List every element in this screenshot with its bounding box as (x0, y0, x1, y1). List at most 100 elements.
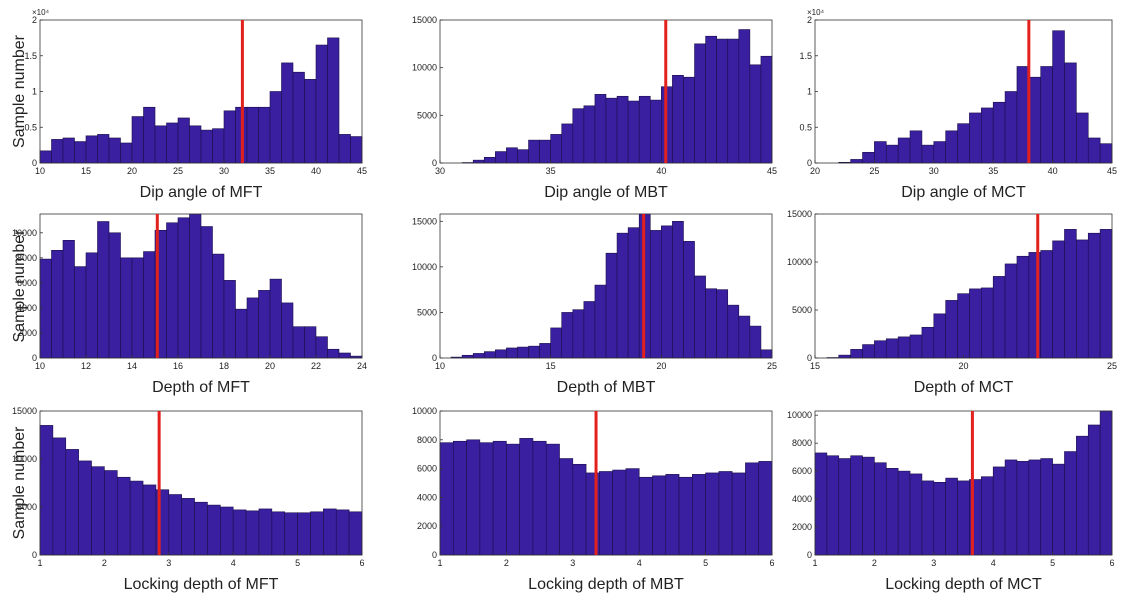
bar (53, 438, 66, 555)
bar (132, 117, 144, 163)
x-tick-label: 6 (769, 558, 774, 568)
y-tick-label: 1 (807, 87, 812, 97)
x-tick-label: 25 (1107, 361, 1117, 371)
bar (886, 468, 898, 555)
bar (1064, 63, 1076, 163)
x-tick-label: 4 (991, 558, 996, 568)
y-tick-label: 0 (807, 353, 812, 363)
bar (650, 230, 661, 358)
bar (495, 350, 506, 358)
bar (540, 343, 551, 358)
bar (293, 327, 305, 358)
bar (79, 461, 92, 555)
bar (628, 101, 639, 163)
bar (336, 510, 349, 555)
bar (349, 512, 362, 555)
y-tick-label: 8000 (417, 435, 437, 445)
x-tick-label: 30 (219, 166, 229, 176)
bar (529, 346, 540, 358)
bar (617, 233, 628, 358)
bar (52, 250, 64, 358)
bar (195, 502, 208, 555)
bar (328, 38, 340, 163)
bar (573, 310, 584, 358)
bar (282, 303, 294, 358)
bar (305, 327, 317, 358)
x-tick-label: 2 (872, 558, 877, 568)
bar (484, 157, 495, 163)
bar (910, 474, 922, 555)
bar (121, 143, 133, 163)
bar (745, 463, 758, 555)
y-tick-label: 4000 (417, 492, 437, 502)
bar (213, 129, 225, 163)
bar (599, 471, 612, 555)
bar (529, 140, 540, 163)
bar (63, 138, 75, 163)
y-tick-label: 10000 (412, 406, 437, 416)
bar (1100, 411, 1112, 555)
x-tick-label: 12 (81, 361, 91, 371)
bar (898, 471, 910, 555)
bar (259, 509, 272, 555)
x-tick-label: 16 (173, 361, 183, 371)
bar (969, 113, 981, 163)
bar (506, 148, 517, 163)
bar (666, 474, 679, 555)
x-tick-label: 45 (357, 166, 367, 176)
bar (898, 337, 910, 358)
bar (761, 56, 772, 163)
bar (719, 471, 732, 555)
x-tick-label: 15 (81, 166, 91, 176)
bar (178, 118, 190, 163)
bar (1088, 233, 1100, 358)
bar (1088, 425, 1100, 555)
y-tick-label: 0 (32, 353, 37, 363)
bar (706, 473, 719, 555)
y-tick-label: 0 (432, 353, 437, 363)
y-tick-label: 1 (32, 87, 37, 97)
bar (1064, 229, 1076, 358)
y-exponent-label: ×10⁴ (807, 8, 825, 17)
bar (1076, 240, 1088, 358)
bar (473, 353, 484, 358)
y-tick-label: 8000 (792, 438, 812, 448)
bar (584, 301, 595, 358)
x-axis-label: Dip angle of MCT (901, 184, 1026, 201)
bar (863, 345, 875, 358)
bar (839, 355, 851, 358)
y-tick-label: 15000 (412, 216, 437, 226)
bar (323, 509, 336, 555)
y-tick-label: 2000 (792, 522, 812, 532)
bar (874, 341, 886, 358)
bar (224, 280, 236, 358)
bar (351, 137, 363, 163)
bar (761, 350, 772, 358)
y-tick-label: 15000 (412, 15, 437, 25)
bar (493, 441, 506, 555)
x-tick-label: 1 (437, 558, 442, 568)
x-tick-label: 24 (357, 361, 367, 371)
bar (922, 145, 934, 163)
x-tick-label: 1 (812, 558, 817, 568)
bar (874, 463, 886, 555)
bar (310, 512, 323, 555)
x-tick-label: 25 (173, 166, 183, 176)
bar (728, 305, 739, 358)
x-tick-label: 4 (231, 558, 236, 568)
bar (467, 440, 480, 555)
bar (922, 327, 934, 358)
x-tick-label: 5 (703, 558, 708, 568)
y-tick-label: 10000 (412, 63, 437, 73)
bar (328, 349, 340, 358)
bar (75, 142, 87, 163)
bar (728, 39, 739, 163)
bar (270, 279, 282, 358)
x-tick-label: 35 (265, 166, 275, 176)
bar (1053, 241, 1065, 358)
bar (1029, 77, 1041, 163)
bar (144, 107, 156, 163)
bar (650, 100, 661, 163)
y-tick-label: 1.5 (799, 51, 812, 61)
